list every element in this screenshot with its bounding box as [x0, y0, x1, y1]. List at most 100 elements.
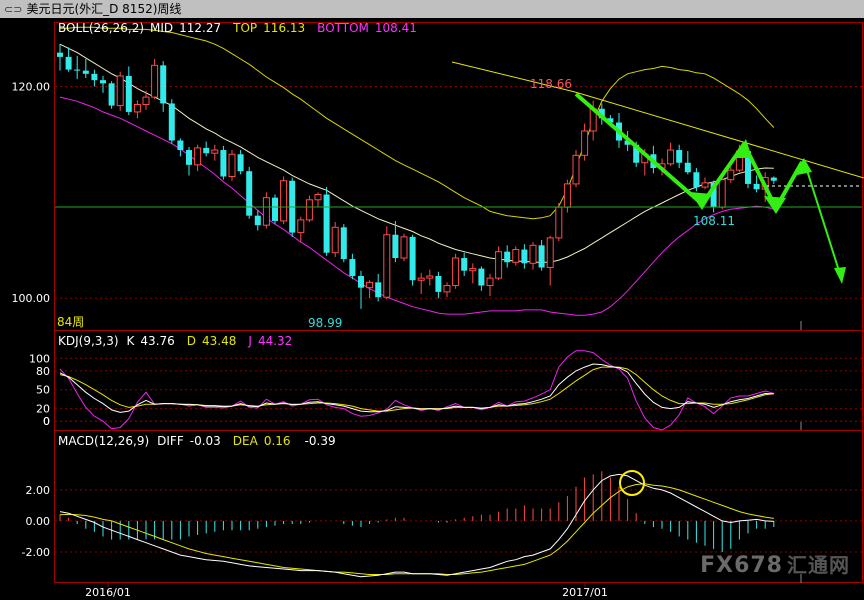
candle-body-down	[392, 234, 399, 259]
candle-body-up	[228, 153, 236, 178]
candle-body-up	[305, 199, 313, 221]
candle-body-down	[186, 150, 192, 165]
candle-body-up	[667, 149, 675, 165]
candle-body-up	[512, 249, 520, 263]
candle-body-up	[486, 277, 494, 287]
candle-body-down	[358, 276, 364, 288]
zigzag-path[interactable]	[574, 92, 804, 210]
grid-lines	[55, 86, 862, 587]
candle-body-up	[417, 277, 425, 281]
kdj-y-tick-label: 0	[43, 415, 50, 428]
chart-canvas[interactable]: 100.00120.00100805020002.000.00-2.002016…	[0, 18, 864, 600]
candle-body-down	[478, 268, 485, 286]
resistance-trendline[interactable]	[574, 91, 864, 179]
macd-legend: MACD(12,26,9) DIFF -0.03 DEA 0.16 -0.39	[58, 434, 336, 448]
candle-body-up	[400, 236, 408, 259]
candle-body-up	[280, 180, 288, 222]
window-titlebar: ⊂⊃ 美元日元(外汇_D 8152)周线	[0, 0, 864, 18]
forecast-arrow-line[interactable]	[804, 163, 841, 275]
candle-body-down	[65, 56, 72, 70]
candle-body-down	[100, 80, 106, 84]
macd-dea-line	[59, 483, 774, 575]
candle-body-down	[435, 276, 442, 292]
kdj-k-line	[59, 363, 774, 413]
previous-top-line	[451, 61, 576, 93]
boll-legend: BOLL(26,26,2) MID 112.27 TOP 116.13 BOTTOM 108…	[58, 21, 417, 35]
candle-body-down	[220, 150, 227, 177]
candle-body-down	[323, 194, 330, 253]
candle-body-up	[529, 244, 537, 264]
zigzag-arrow-head-3	[764, 196, 786, 214]
candle-body-down	[340, 227, 347, 260]
candle-body-up	[555, 206, 563, 239]
candle-body-up	[426, 275, 434, 279]
candle-body-up	[701, 182, 709, 188]
window-title: 美元日元(外汇_D 8152)周线	[26, 2, 182, 16]
macd-panel-frame	[54, 430, 863, 583]
main-y-tick-label: 100.00	[12, 292, 51, 305]
candle-body-down	[770, 177, 777, 181]
kdj-y-tick-label: 20	[36, 403, 50, 416]
candle-body-up	[314, 193, 322, 201]
candle-body-down	[177, 140, 184, 151]
kdj-legend: KDJ(9,3,3) K 43.76 D 43.48 J 44.32	[58, 334, 292, 348]
x-tick-label: 2017/01	[562, 586, 608, 599]
candle-body-down	[461, 258, 468, 271]
candle-body-down	[237, 154, 244, 172]
kdj-y-tick-label: 80	[36, 365, 50, 378]
candle-body-up	[581, 130, 589, 156]
candle-body-down	[710, 182, 717, 208]
watermark-cn: 汇通网	[787, 553, 850, 577]
candle-body-up	[443, 285, 451, 293]
candle-body-down	[745, 151, 751, 184]
period-count-label: 84周	[57, 315, 84, 329]
kdj-y-tick-label: 50	[36, 384, 50, 397]
candle-body-down	[676, 150, 683, 163]
main-y-tick-label: 120.00	[12, 81, 51, 94]
boll-bottom-line	[59, 96, 774, 316]
boll-mid-line	[59, 43, 774, 263]
candle-body-down	[633, 144, 640, 163]
boll-top-line	[60, 26, 775, 220]
annotation-swing-low: 108.11	[693, 214, 735, 228]
candle-body-up	[727, 169, 735, 181]
candle-body-up	[366, 281, 374, 289]
candle-body-down	[125, 75, 132, 112]
candle-body-down	[74, 69, 81, 71]
candle-body-up	[469, 268, 477, 272]
candle-body-up	[211, 149, 219, 154]
candle-body-down	[624, 140, 631, 145]
candle-body-up	[546, 237, 554, 269]
x-tick-label: 2016/01	[85, 586, 131, 599]
candle-body-up	[297, 219, 305, 234]
window-icon[interactable]: ⊂⊃	[4, 3, 23, 16]
candle-body-down	[160, 65, 167, 104]
candle-body-down	[375, 282, 382, 298]
candle-body-down	[57, 52, 63, 57]
macd-y-tick-label: 0.00	[26, 515, 51, 528]
candle-body-down	[607, 118, 614, 123]
candle-body-down	[409, 236, 416, 281]
candle-body-up	[452, 257, 460, 287]
kdj-lines	[59, 350, 774, 431]
macd-series	[59, 470, 775, 578]
candle-body-up	[563, 183, 571, 208]
candle-body-down	[521, 249, 528, 264]
kdj-y-tick-label: 100	[29, 352, 50, 365]
candle-body-up	[262, 197, 270, 226]
kdj-d-line	[59, 366, 774, 412]
kdj-panel-frame	[54, 330, 863, 431]
candle-body-down	[168, 103, 175, 141]
candle-body-down	[693, 172, 700, 188]
candle-body-down	[254, 215, 261, 226]
zigzag-arrow-head-2	[734, 139, 752, 158]
forecast-arrow-head	[834, 267, 846, 284]
candle-body-down	[753, 183, 760, 190]
zigzag-arrow-head-1	[690, 192, 712, 210]
candle-body-up	[116, 75, 124, 107]
candle-body-up	[331, 226, 339, 254]
crossover-highlight-circle	[619, 470, 645, 496]
candle-body-down	[246, 171, 253, 216]
candle-body-down	[598, 108, 605, 119]
trend-overlays	[55, 61, 864, 284]
